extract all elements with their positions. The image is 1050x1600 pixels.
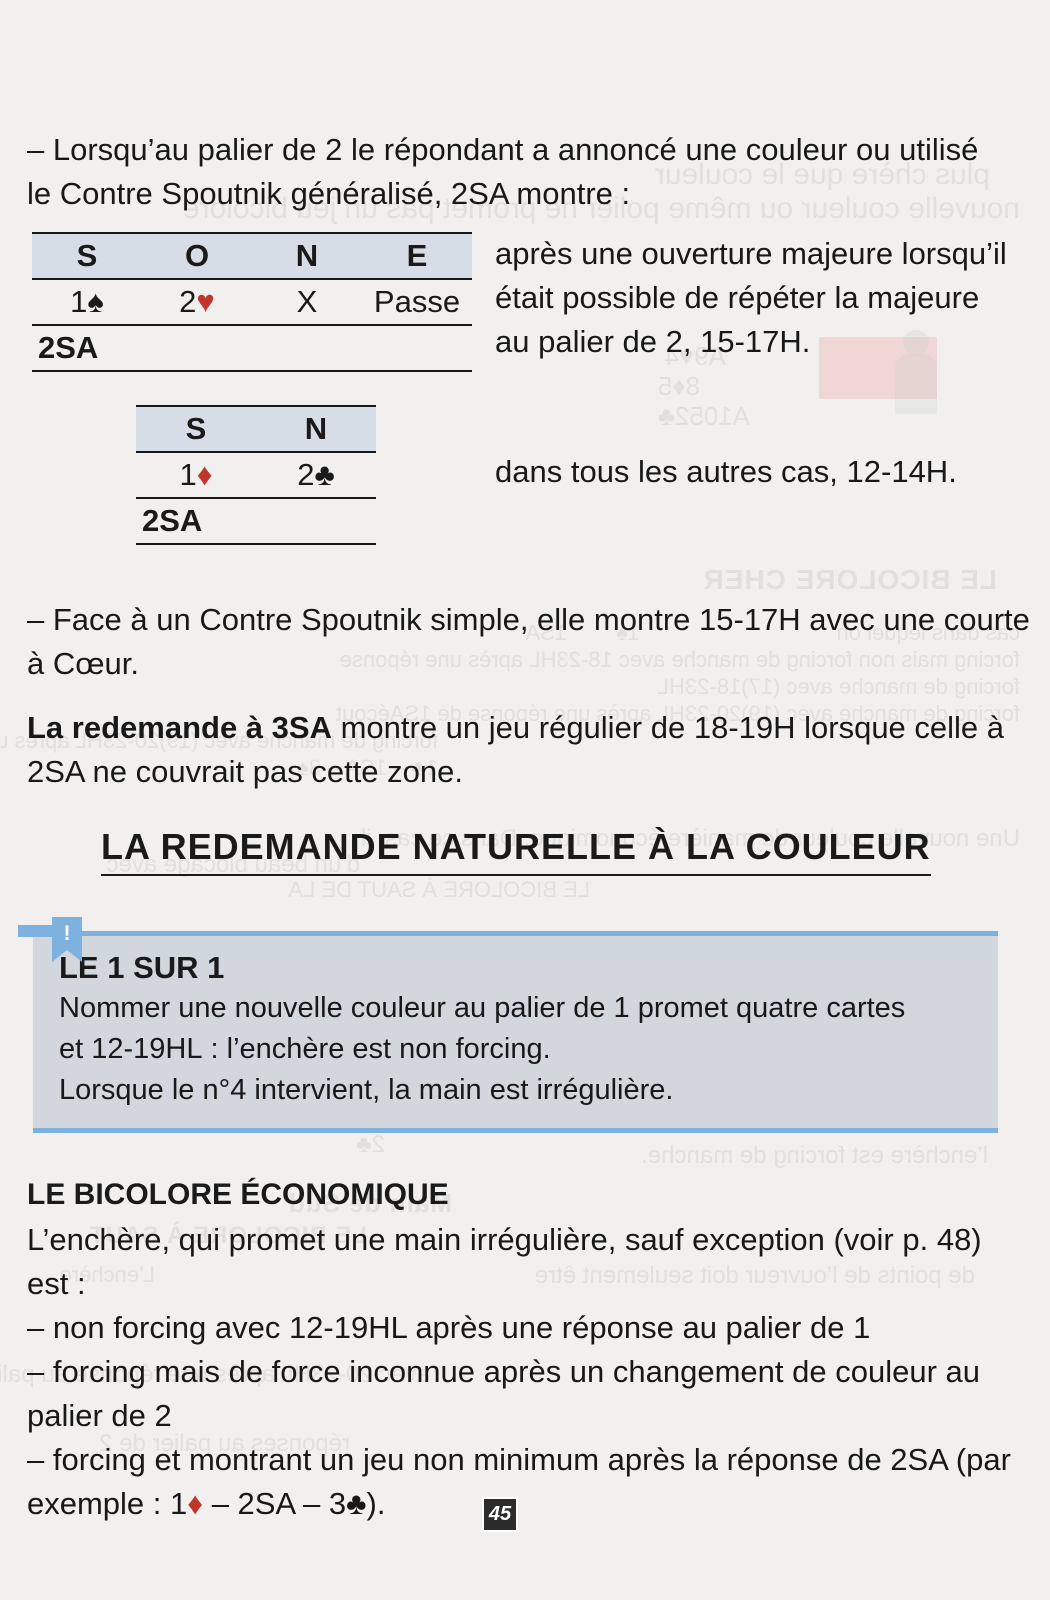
svg-text:!: ! xyxy=(64,922,71,945)
